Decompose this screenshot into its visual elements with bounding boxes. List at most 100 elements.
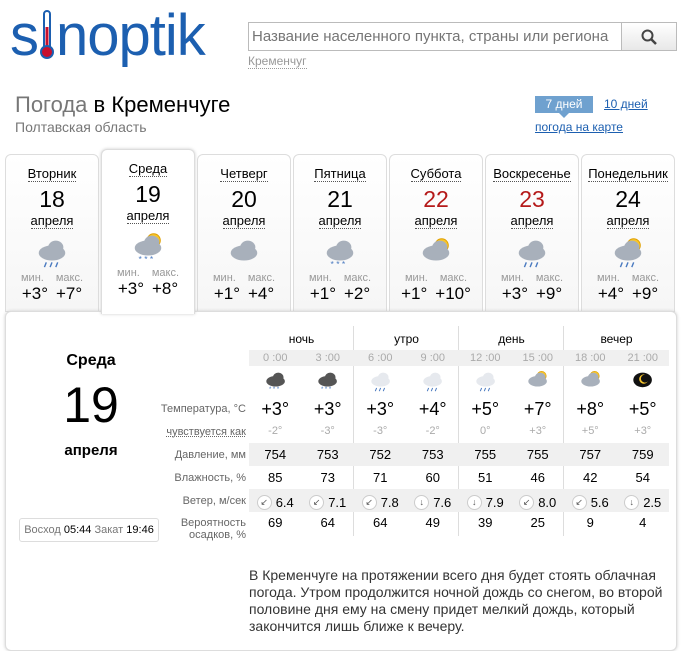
time-cell: 6 :00 [368,352,393,364]
feels-cell: +5° [581,425,599,437]
cloud-snow-icon: * * * [294,234,386,270]
day-tab-22[interactable]: Суббота 22 апреля мин. макс. +1° +10° [389,154,483,312]
humidity-cell: 46 [530,470,545,485]
divider [458,326,459,536]
temp-cell: +5° [471,399,500,419]
recent-city-link[interactable]: Кременчуг [248,54,307,69]
cloud-rain-icon [6,234,98,270]
day-name[interactable]: Четверг [220,166,268,182]
wind-direction-icon: ↓ [414,495,430,510]
pressure-cell: 759 [631,447,654,462]
humidity-cell: 85 [268,470,283,485]
day-name[interactable]: Пятница [314,166,366,182]
wind-cell: ↓ 7.6 [407,489,460,512]
wind-speed: 7.8 [380,495,399,510]
precip-cell: 4 [639,515,647,530]
region-label: Полтавская область [15,119,147,135]
cloud-icon [198,234,290,270]
logo[interactable]: s noptik [10,3,206,68]
day-tab-19[interactable]: Среда 19 апреля * * * мин. макс. +3° +8° [101,149,195,314]
tab-7-days[interactable]: 7 дней [535,96,593,118]
icon-row: * * * * * * [249,368,669,394]
wind-speed: 5.6 [590,495,609,510]
icon-cell: * * * [302,368,355,394]
sunrise-label: Восход [24,524,61,536]
feels-cell: -2° [268,425,283,437]
cloud-snow-dark-icon: * * * [315,372,340,397]
pressure-cell: 752 [369,447,392,462]
precip-cell: 25 [530,515,545,530]
page-title: Погода в Кременчуге [15,92,230,118]
day-month: апреля [606,213,650,229]
feels-row: -2° -3° -3° -2° 0° +3° +5° +3° [249,420,669,442]
day-date: 24 [615,186,641,212]
cloud-rain-light-icon [420,372,445,397]
precip-row: 69 64 64 49 39 25 9 4 [249,512,669,534]
cloud-snow-dark-icon: * * * [263,372,288,397]
search-input[interactable] [248,22,622,51]
time-cell: 21 :00 [627,352,659,364]
wind-speed: 8.0 [538,495,557,510]
day-month: апреля [414,213,458,229]
wind-cell: ↓ 2.5 [617,489,670,512]
day-tab-18[interactable]: Вторник 18 апреля мин. макс. +3° +7° [5,154,99,312]
thermometer-icon [40,8,54,59]
time-cell: 3 :00 [315,352,340,364]
humidity-cell: 42 [583,470,598,485]
day-detail-panel: Среда 19 апреля Восход 05:44 Закат 19:46… [5,311,677,651]
sun-cloud-icon [578,370,603,397]
label-precip-line1: Вероятность [180,517,246,529]
day-tab-20[interactable]: Четверг 20 апреля мин. макс. +1° +4° [197,154,291,312]
min-temp: +1° [401,284,428,303]
max-temp: +2° [344,284,371,303]
label-temp: Температура, °C [160,403,246,415]
max-label: макс. [439,272,468,284]
day-tab-21[interactable]: Пятница 21 апреля * * * мин. макс. +1° +2° [293,154,387,312]
feels-cell: -3° [320,425,335,437]
weather-map-link[interactable]: погода на карте [535,120,623,134]
day-name[interactable]: Понедельник [588,166,668,182]
search-button[interactable] [621,22,677,51]
label-feels[interactable]: чувствуется как [166,426,246,438]
temp-cell: +4° [418,399,447,419]
svg-text:* * *: * * * [269,387,280,393]
wind-cell: ↙ 8.0 [512,489,565,512]
humidity-cell: 71 [373,470,388,485]
wind-speed: 7.6 [433,495,452,510]
wind-speed: 6.4 [275,495,294,510]
day-date: 22 [423,186,449,212]
humidity-cell: 54 [635,470,650,485]
wind-cell: ↙ 7.1 [302,489,355,512]
day-name[interactable]: Вторник [27,166,77,182]
min-label: мин. [212,272,236,284]
cloud-rain-icon [486,234,578,270]
day-name[interactable]: Среда [128,161,168,177]
wind-direction-icon: ↙ [571,495,587,510]
day-name[interactable]: Суббота [410,166,462,182]
day-tab-23[interactable]: Воскресенье 23 апреля мин. макс. +3° +9° [485,154,579,312]
min-temp: +3° [21,284,48,303]
wind-speed: 2.5 [643,495,662,510]
max-label: макс. [535,272,564,284]
precip-cell: 69 [268,515,283,530]
sunrise-sunset: Восход 05:44 Закат 19:46 [19,518,159,542]
min-temp: +3° [117,279,144,298]
day-month: апреля [510,213,554,229]
label-precip: Вероятность осадков, % [146,517,246,541]
day-tab-24[interactable]: Понедельник 24 апреля мин. макс. +4° +9° [581,154,675,312]
wind-cell: ↓ 7.9 [459,489,512,512]
day-name[interactable]: Воскресенье [493,166,571,182]
min-temp: +1° [309,284,336,303]
pressure-cell: 757 [579,447,602,462]
wind-direction-icon: ↙ [256,495,272,510]
tab-10-days[interactable]: 10 дней [604,97,648,111]
min-temp: +1° [213,284,240,303]
wind-direction-icon: ↙ [519,495,535,510]
temp-cell: +3° [313,399,342,419]
pressure-cell: 755 [526,447,549,462]
time-cell: 9 :00 [420,352,445,364]
day-date: 19 [135,181,161,207]
wind-cell: ↙ 5.6 [564,489,617,512]
divider [563,326,564,536]
humidity-cell: 73 [320,470,335,485]
